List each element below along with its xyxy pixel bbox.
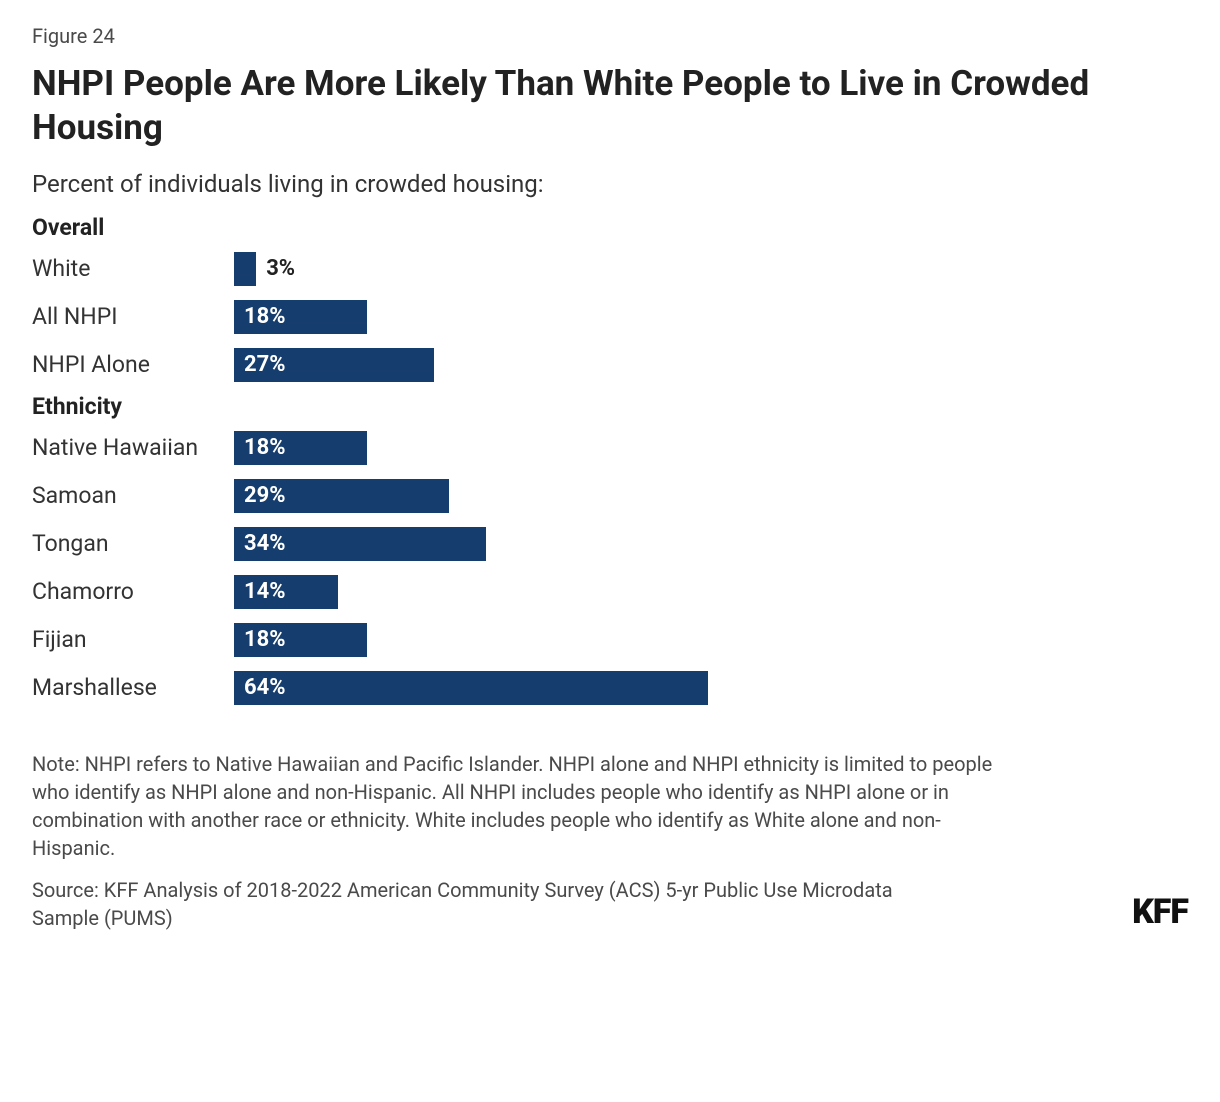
bar-row: Native Hawaiian18% [32, 426, 1188, 470]
bar-label: Fijian [32, 626, 234, 653]
bar-track: 27% [234, 348, 1188, 382]
bar-value: 18% [234, 435, 286, 460]
bar-label: Native Hawaiian [32, 434, 234, 461]
bar-label: Samoan [32, 482, 234, 509]
bar-row: Fijian18% [32, 618, 1188, 662]
bar-value: 18% [234, 627, 286, 652]
bar-value: 64% [234, 675, 286, 700]
bar-row: All NHPI18% [32, 295, 1188, 339]
bar-label: All NHPI [32, 303, 234, 330]
bar-row: Tongan34% [32, 522, 1188, 566]
bar-fill: 34% [234, 527, 486, 561]
bar-fill: 14% [234, 575, 338, 609]
bar-track: 34% [234, 527, 1188, 561]
bar-track: 14% [234, 575, 1188, 609]
bar-fill: 27% [234, 348, 434, 382]
bar-value: 3% [266, 256, 295, 281]
bar-row: Chamorro14% [32, 570, 1188, 614]
bar-value: 14% [234, 579, 286, 604]
bar-value: 27% [234, 352, 286, 377]
bar-value: 34% [234, 531, 286, 556]
chart-subtitle: Percent of individuals living in crowded… [32, 170, 1188, 198]
bar-track: 18% [234, 300, 1188, 334]
note-text: Note: NHPI refers to Native Hawaiian and… [32, 750, 1012, 862]
bar-chart: OverallWhite3%All NHPI18%NHPI Alone27%Et… [32, 214, 1188, 710]
figure-label: Figure 24 [32, 24, 1188, 48]
bar-fill: 18% [234, 431, 367, 465]
kff-logo: KFF [1132, 892, 1188, 932]
bar-track: 64% [234, 671, 1188, 705]
bar-label: NHPI Alone [32, 351, 234, 378]
bar-label: Tongan [32, 530, 234, 557]
source-row: Source: KFF Analysis of 2018-2022 Americ… [32, 876, 1188, 932]
bar-fill: 18% [234, 300, 367, 334]
bar-row: NHPI Alone27% [32, 343, 1188, 387]
chart-title: NHPI People Are More Likely Than White P… [32, 62, 1188, 150]
bar-label: Chamorro [32, 578, 234, 605]
bar-label: White [32, 255, 234, 282]
bar-value: 29% [234, 483, 286, 508]
bar-row: White3% [32, 247, 1188, 291]
bar-track: 29% [234, 479, 1188, 513]
group-header: Ethnicity [32, 393, 1188, 420]
footer: Note: NHPI refers to Native Hawaiian and… [32, 750, 1188, 932]
bar-track: 3% [234, 252, 1188, 286]
bar-track: 18% [234, 431, 1188, 465]
bar-fill: 3% [234, 252, 256, 286]
bar-row: Samoan29% [32, 474, 1188, 518]
bar-row: Marshallese64% [32, 666, 1188, 710]
bar-fill: 18% [234, 623, 367, 657]
group-header: Overall [32, 214, 1188, 241]
bar-track: 18% [234, 623, 1188, 657]
bar-fill: 29% [234, 479, 449, 513]
bar-label: Marshallese [32, 674, 234, 701]
bar-value: 18% [234, 304, 286, 329]
source-text: Source: KFF Analysis of 2018-2022 Americ… [32, 876, 932, 932]
bar-fill: 64% [234, 671, 708, 705]
